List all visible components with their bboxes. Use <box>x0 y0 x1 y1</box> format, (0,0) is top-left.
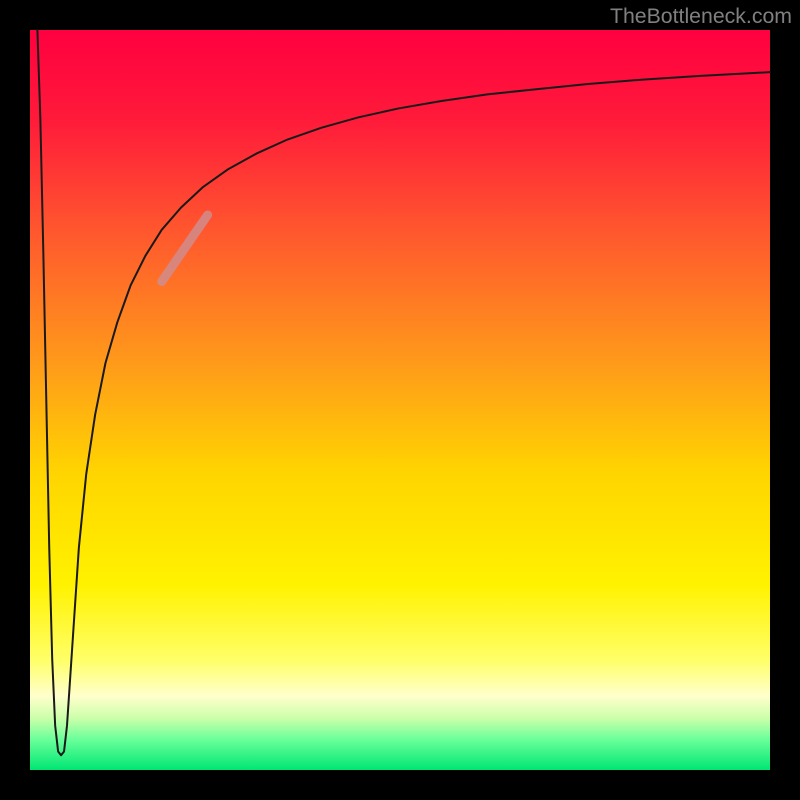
main-curve <box>37 30 770 755</box>
highlight-segment <box>162 215 208 282</box>
curve-layer <box>30 30 770 770</box>
watermark-text: TheBottleneck.com <box>610 4 792 29</box>
chart-container: TheBottleneck.com <box>0 0 800 800</box>
